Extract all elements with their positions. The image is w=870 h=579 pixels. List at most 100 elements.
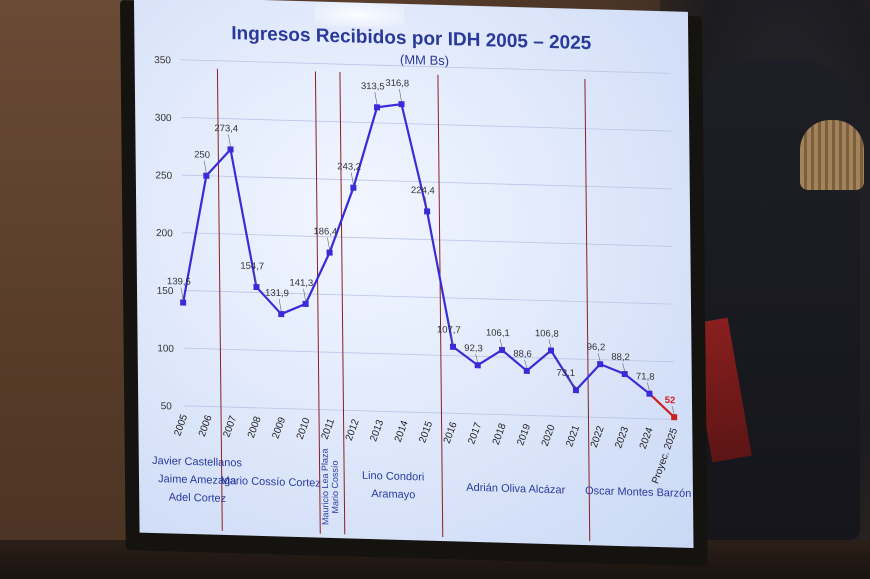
tv-monitor: Ingresos Recibidos por IDH 2005 – 2025 (M…	[120, 0, 708, 567]
data-point	[180, 299, 187, 306]
x-tick-label: 2024	[638, 426, 656, 451]
data-point	[572, 387, 579, 394]
data-point	[424, 208, 431, 215]
data-label: 141,3	[289, 277, 313, 289]
x-tick-label: 2023	[613, 425, 631, 450]
data-label-leader	[475, 354, 478, 363]
period-divider	[314, 71, 321, 534]
data-label-leader	[548, 339, 552, 348]
data-label-leader	[278, 298, 282, 312]
grid-line	[183, 290, 673, 305]
data-label: 313,5	[361, 81, 385, 93]
period-label: Mauricio Lea Plaza	[320, 448, 331, 525]
grid-line	[181, 174, 672, 190]
y-tick-label: 200	[156, 228, 173, 239]
data-label-leader	[499, 338, 503, 348]
portrait-epaulette	[800, 120, 864, 190]
data-label: 107,7	[437, 324, 461, 336]
data-point	[449, 343, 457, 350]
data-point	[398, 101, 405, 108]
data-label: 224,4	[411, 185, 435, 197]
data-label-leader	[180, 287, 184, 300]
data-label-leader	[567, 378, 577, 388]
projection-line	[648, 392, 675, 418]
y-tick-label: 100	[157, 343, 174, 354]
x-tick-label: 2009	[270, 415, 288, 440]
series-line	[182, 102, 651, 395]
grid-line	[184, 405, 675, 420]
data-label: 273,4	[214, 123, 238, 135]
period-divider	[339, 72, 346, 535]
data-label-leader	[647, 382, 650, 391]
data-label: 250	[194, 149, 210, 160]
x-tick-label: 2019	[515, 422, 533, 447]
data-label-leader	[228, 134, 231, 147]
x-tick-label: 2012	[344, 417, 362, 442]
x-tick-label: 2010	[295, 416, 313, 441]
period-label: Javier Castellanos	[152, 455, 242, 470]
data-label: 131,9	[265, 288, 289, 300]
data-point	[326, 249, 333, 256]
data-point	[374, 104, 381, 111]
data-label: 106,8	[535, 328, 559, 340]
period-label: Mario Cossío Cortez	[221, 475, 321, 490]
data-point	[227, 146, 234, 153]
data-label: 186,4	[313, 226, 337, 238]
y-tick-label: 50	[161, 401, 173, 412]
data-label-leader	[450, 335, 454, 344]
data-point	[499, 346, 506, 354]
data-label-leader	[350, 172, 354, 185]
data-label: 88,2	[611, 352, 630, 364]
data-label: 71,8	[636, 371, 655, 383]
x-tick-label: 2005	[172, 413, 190, 438]
data-label: 154,7	[240, 261, 264, 273]
data-label-leader	[424, 196, 428, 209]
data-label: 243,2	[337, 161, 361, 173]
x-tick-label: 2016	[442, 420, 460, 445]
data-label-leader	[327, 237, 330, 250]
x-tick-label: 2018	[491, 421, 509, 446]
x-tick-label: 2017	[466, 421, 484, 446]
tv-screen: Ingresos Recibidos por IDH 2005 – 2025 (M…	[133, 0, 694, 549]
y-tick-label: 350	[154, 55, 171, 66]
data-label-leader	[671, 406, 675, 415]
grid-line	[182, 232, 673, 247]
x-tick-label: Proyec. 2025	[650, 426, 680, 485]
data-label-leader	[374, 92, 378, 105]
period-label: Adel Cortez	[169, 491, 227, 505]
data-point	[547, 347, 555, 354]
period-divider	[437, 74, 444, 538]
data-label: 316,8	[385, 78, 409, 90]
data-point	[621, 370, 628, 378]
chart-subtitle: (MM Bs)	[400, 52, 449, 68]
grid-line	[180, 59, 671, 74]
data-label: 96,2	[587, 342, 606, 354]
data-point	[278, 310, 285, 318]
y-tick-label: 300	[155, 113, 172, 124]
x-tick-label: 2015	[417, 419, 435, 444]
data-label: 73,1	[556, 368, 575, 380]
data-label: 52	[665, 395, 676, 406]
x-tick-label: 2011	[320, 417, 338, 441]
data-label-leader	[622, 362, 626, 372]
x-tick-label: 2013	[368, 418, 386, 443]
data-label: 92,3	[464, 343, 483, 355]
data-label-leader	[524, 359, 528, 368]
x-tick-label: 2020	[540, 423, 558, 448]
data-point	[474, 362, 481, 369]
period-divider	[216, 68, 223, 531]
data-point	[203, 172, 210, 179]
chart-title: Ingresos Recibidos por IDH 2005 – 2025	[231, 23, 592, 54]
period-label: Oscar Montes Barzón	[585, 485, 691, 500]
data-label: 106,1	[486, 328, 510, 340]
data-point	[253, 283, 260, 291]
y-tick-label: 150	[157, 286, 174, 297]
data-label: 139,5	[167, 276, 191, 288]
data-point	[350, 184, 357, 191]
data-point	[646, 390, 653, 397]
data-point	[597, 361, 604, 368]
wood-panel	[0, 0, 140, 579]
period-label: Jaime Amezaga	[158, 473, 237, 487]
grid-line	[183, 347, 674, 363]
period-label: Mario Cossío	[330, 460, 341, 513]
